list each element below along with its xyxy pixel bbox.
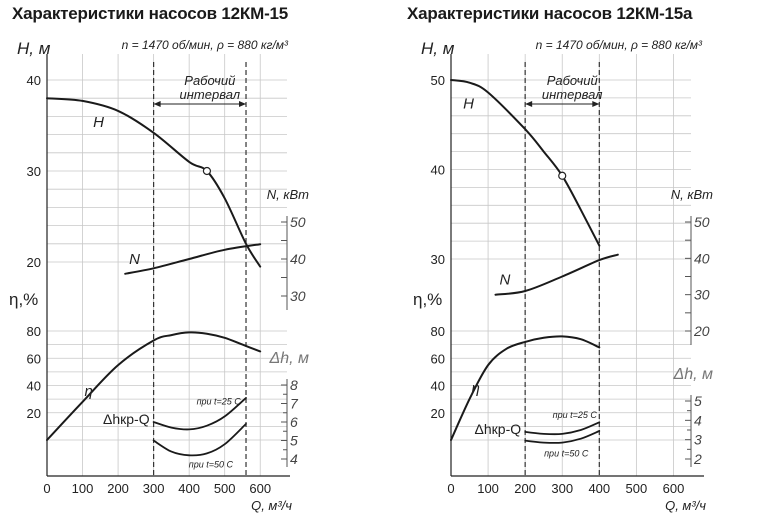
series-line-head <box>450 79 601 247</box>
series-label: η <box>85 383 93 400</box>
series-line-head <box>46 97 262 268</box>
x-tick-label: 300 <box>143 481 165 496</box>
operating-range-label: Рабочий <box>184 73 235 88</box>
eff-tick-label: 60 <box>27 351 41 366</box>
arrow-head-right <box>592 101 600 107</box>
head-tick-label: 40 <box>27 73 41 88</box>
series-line-power <box>124 243 262 275</box>
x-tick-label: 500 <box>626 481 648 496</box>
operating-range-label: интервал <box>180 87 241 102</box>
x-tick-label: 600 <box>249 481 271 496</box>
x-tick-label: 0 <box>43 481 50 496</box>
series-label: N <box>499 272 510 289</box>
series-label: H <box>93 114 104 131</box>
x-tick-label: 200 <box>107 481 129 496</box>
arrow-head-right <box>239 101 247 107</box>
series-label: N <box>129 251 140 268</box>
npsh-tick-label: 4 <box>694 412 702 428</box>
series-label-small: при t=50 С <box>189 459 234 469</box>
x-tick-label: 300 <box>551 481 573 496</box>
chart-subtitle: n = 1470 об/мин, ρ = 880 кг/м³ <box>536 38 703 52</box>
series-label-small: при t=50 С <box>544 449 589 459</box>
series-line-eff <box>450 335 601 441</box>
eff-tick-label: 40 <box>431 379 445 394</box>
head-tick-label: 50 <box>431 73 445 88</box>
head-tick-label: 30 <box>431 252 445 267</box>
power-axis-label: N, кВт <box>671 187 713 202</box>
eff-tick-label: 40 <box>27 379 41 394</box>
series-line-npsh <box>152 423 247 457</box>
x-tick-label: 600 <box>663 481 685 496</box>
operating-range-label: Рабочий <box>547 73 598 88</box>
x-tick-label: 200 <box>514 481 536 496</box>
eff-tick-label: 80 <box>431 324 445 339</box>
npsh-tick-label: 4 <box>290 451 298 467</box>
power-tick-label: 40 <box>694 250 710 266</box>
npsh-axis-label: Δh, м <box>673 366 714 383</box>
eff-axis-label: η,% <box>9 290 38 309</box>
head-axis-label: H, м <box>17 39 51 58</box>
npsh-curve-label: Δhкр-Q <box>475 421 522 437</box>
operating-range-label: интервал <box>542 87 603 102</box>
operating-point-marker <box>558 171 567 180</box>
power-tick-label: 40 <box>290 251 306 267</box>
npsh-tick-label: 5 <box>290 433 298 449</box>
eff-axis-label: η,% <box>413 290 442 309</box>
head-axis-label: H, м <box>421 39 455 58</box>
series-line-npsh <box>152 397 247 431</box>
power-tick-label: 20 <box>693 323 710 339</box>
head-tick-label: 30 <box>27 164 41 179</box>
power-tick-label: 50 <box>694 214 710 230</box>
x-axis-label: Q, м³/ч <box>665 498 706 513</box>
power-tick-label: 30 <box>290 288 306 304</box>
npsh-axis-label: Δh, м <box>269 350 310 367</box>
head-tick-label: 20 <box>27 255 41 270</box>
x-tick-label: 400 <box>588 481 610 496</box>
npsh-tick-label: 2 <box>693 451 702 467</box>
npsh-tick-label: 7 <box>290 396 299 412</box>
series-label: η <box>472 380 480 397</box>
series-label-small: при t=25 С <box>197 396 242 406</box>
npsh-tick-label: 3 <box>694 432 702 448</box>
x-tick-label: 100 <box>477 481 499 496</box>
chart-panel-12km15: Характеристики насосов 12КМ-15 Рабочий ин… <box>0 0 380 522</box>
npsh-tick-label: 8 <box>290 377 298 393</box>
eff-tick-label: 20 <box>27 406 41 421</box>
power-tick-label: 50 <box>290 214 306 230</box>
series-label-small: при t=25 С <box>553 410 598 420</box>
arrow-head-left <box>153 101 161 107</box>
series-label: H <box>463 96 474 113</box>
series-line-power <box>494 253 619 296</box>
chart-title: Характеристики насосов 12КМ-15 <box>12 4 289 23</box>
chart-title: Характеристики насосов 12КМ-15а <box>407 4 693 23</box>
npsh-tick-label: 6 <box>290 414 298 430</box>
chart-subtitle: n = 1470 об/мин, ρ = 880 кг/м³ <box>122 38 289 52</box>
series-line-npsh <box>524 430 601 444</box>
x-tick-label: 100 <box>72 481 94 496</box>
x-axis-label: Q, м³/ч <box>251 498 292 513</box>
npsh-tick-label: 5 <box>694 393 702 409</box>
eff-tick-label: 20 <box>431 406 445 421</box>
series-line-eff <box>46 331 262 441</box>
operating-point-marker <box>202 166 212 176</box>
x-tick-label: 500 <box>214 481 236 496</box>
npsh-curve-label: Δhкр-Q <box>103 411 150 427</box>
x-tick-label: 400 <box>178 481 200 496</box>
head-tick-label: 40 <box>431 163 445 178</box>
x-tick-label: 0 <box>447 481 454 496</box>
chart-panel-12km15a: Характеристики насосов 12КМ-15а Рабочий и… <box>395 0 775 522</box>
power-tick-label: 30 <box>694 287 710 303</box>
power-axis-label: N, кВт <box>267 187 309 202</box>
series-line-npsh <box>524 421 601 436</box>
arrow-head-left <box>525 101 533 107</box>
eff-tick-label: 60 <box>431 351 445 366</box>
eff-tick-label: 80 <box>27 324 41 339</box>
